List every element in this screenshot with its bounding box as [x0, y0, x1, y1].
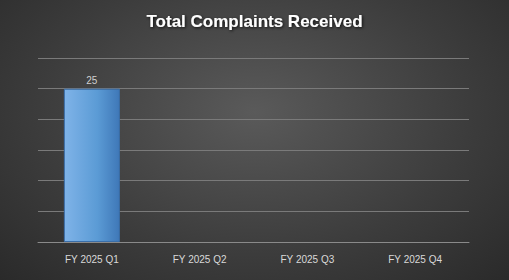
svg-text:Total Complaints Received: Total Complaints Received	[146, 12, 362, 31]
svg-text:FY 2025 Q1: FY 2025 Q1	[65, 254, 119, 265]
svg-text:FY 2025 Q4: FY 2025 Q4	[388, 254, 442, 265]
svg-text:FY 2025 Q2: FY 2025 Q2	[173, 254, 227, 265]
svg-text:FY 2025 Q3: FY 2025 Q3	[281, 254, 335, 265]
svg-text:25: 25	[86, 75, 98, 86]
